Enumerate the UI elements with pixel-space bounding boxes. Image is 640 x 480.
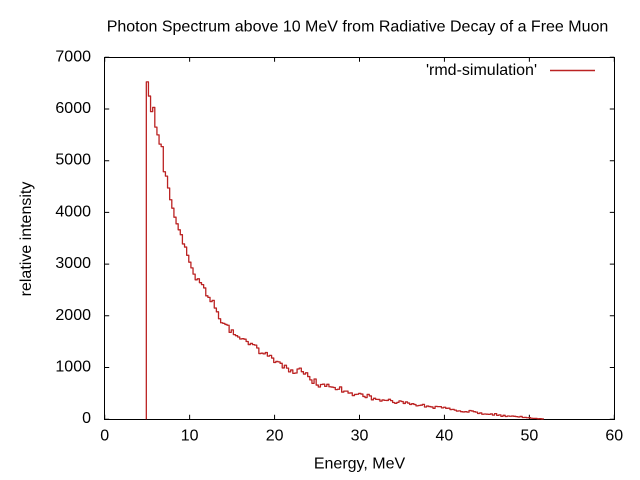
svg-text:relative intensity: relative intensity — [18, 182, 35, 297]
svg-text:30: 30 — [351, 428, 369, 445]
svg-text:Energy, MeV: Energy, MeV — [314, 456, 406, 473]
svg-text:1000: 1000 — [55, 359, 91, 376]
svg-text:Photon Spectrum above 10 MeV f: Photon Spectrum above 10 MeV from Radiat… — [107, 19, 609, 36]
svg-text:5000: 5000 — [55, 152, 91, 169]
svg-text:10: 10 — [181, 428, 199, 445]
svg-text:'rmd-simulation': 'rmd-simulation' — [426, 62, 537, 79]
svg-text:7000: 7000 — [55, 48, 91, 65]
svg-text:50: 50 — [521, 428, 539, 445]
svg-text:40: 40 — [436, 428, 454, 445]
svg-text:3000: 3000 — [55, 255, 91, 272]
svg-text:0: 0 — [100, 428, 109, 445]
svg-text:4000: 4000 — [55, 203, 91, 220]
svg-text:60: 60 — [605, 428, 623, 445]
svg-text:0: 0 — [82, 410, 91, 427]
svg-text:20: 20 — [266, 428, 284, 445]
svg-text:2000: 2000 — [55, 307, 91, 324]
svg-text:6000: 6000 — [55, 100, 91, 117]
